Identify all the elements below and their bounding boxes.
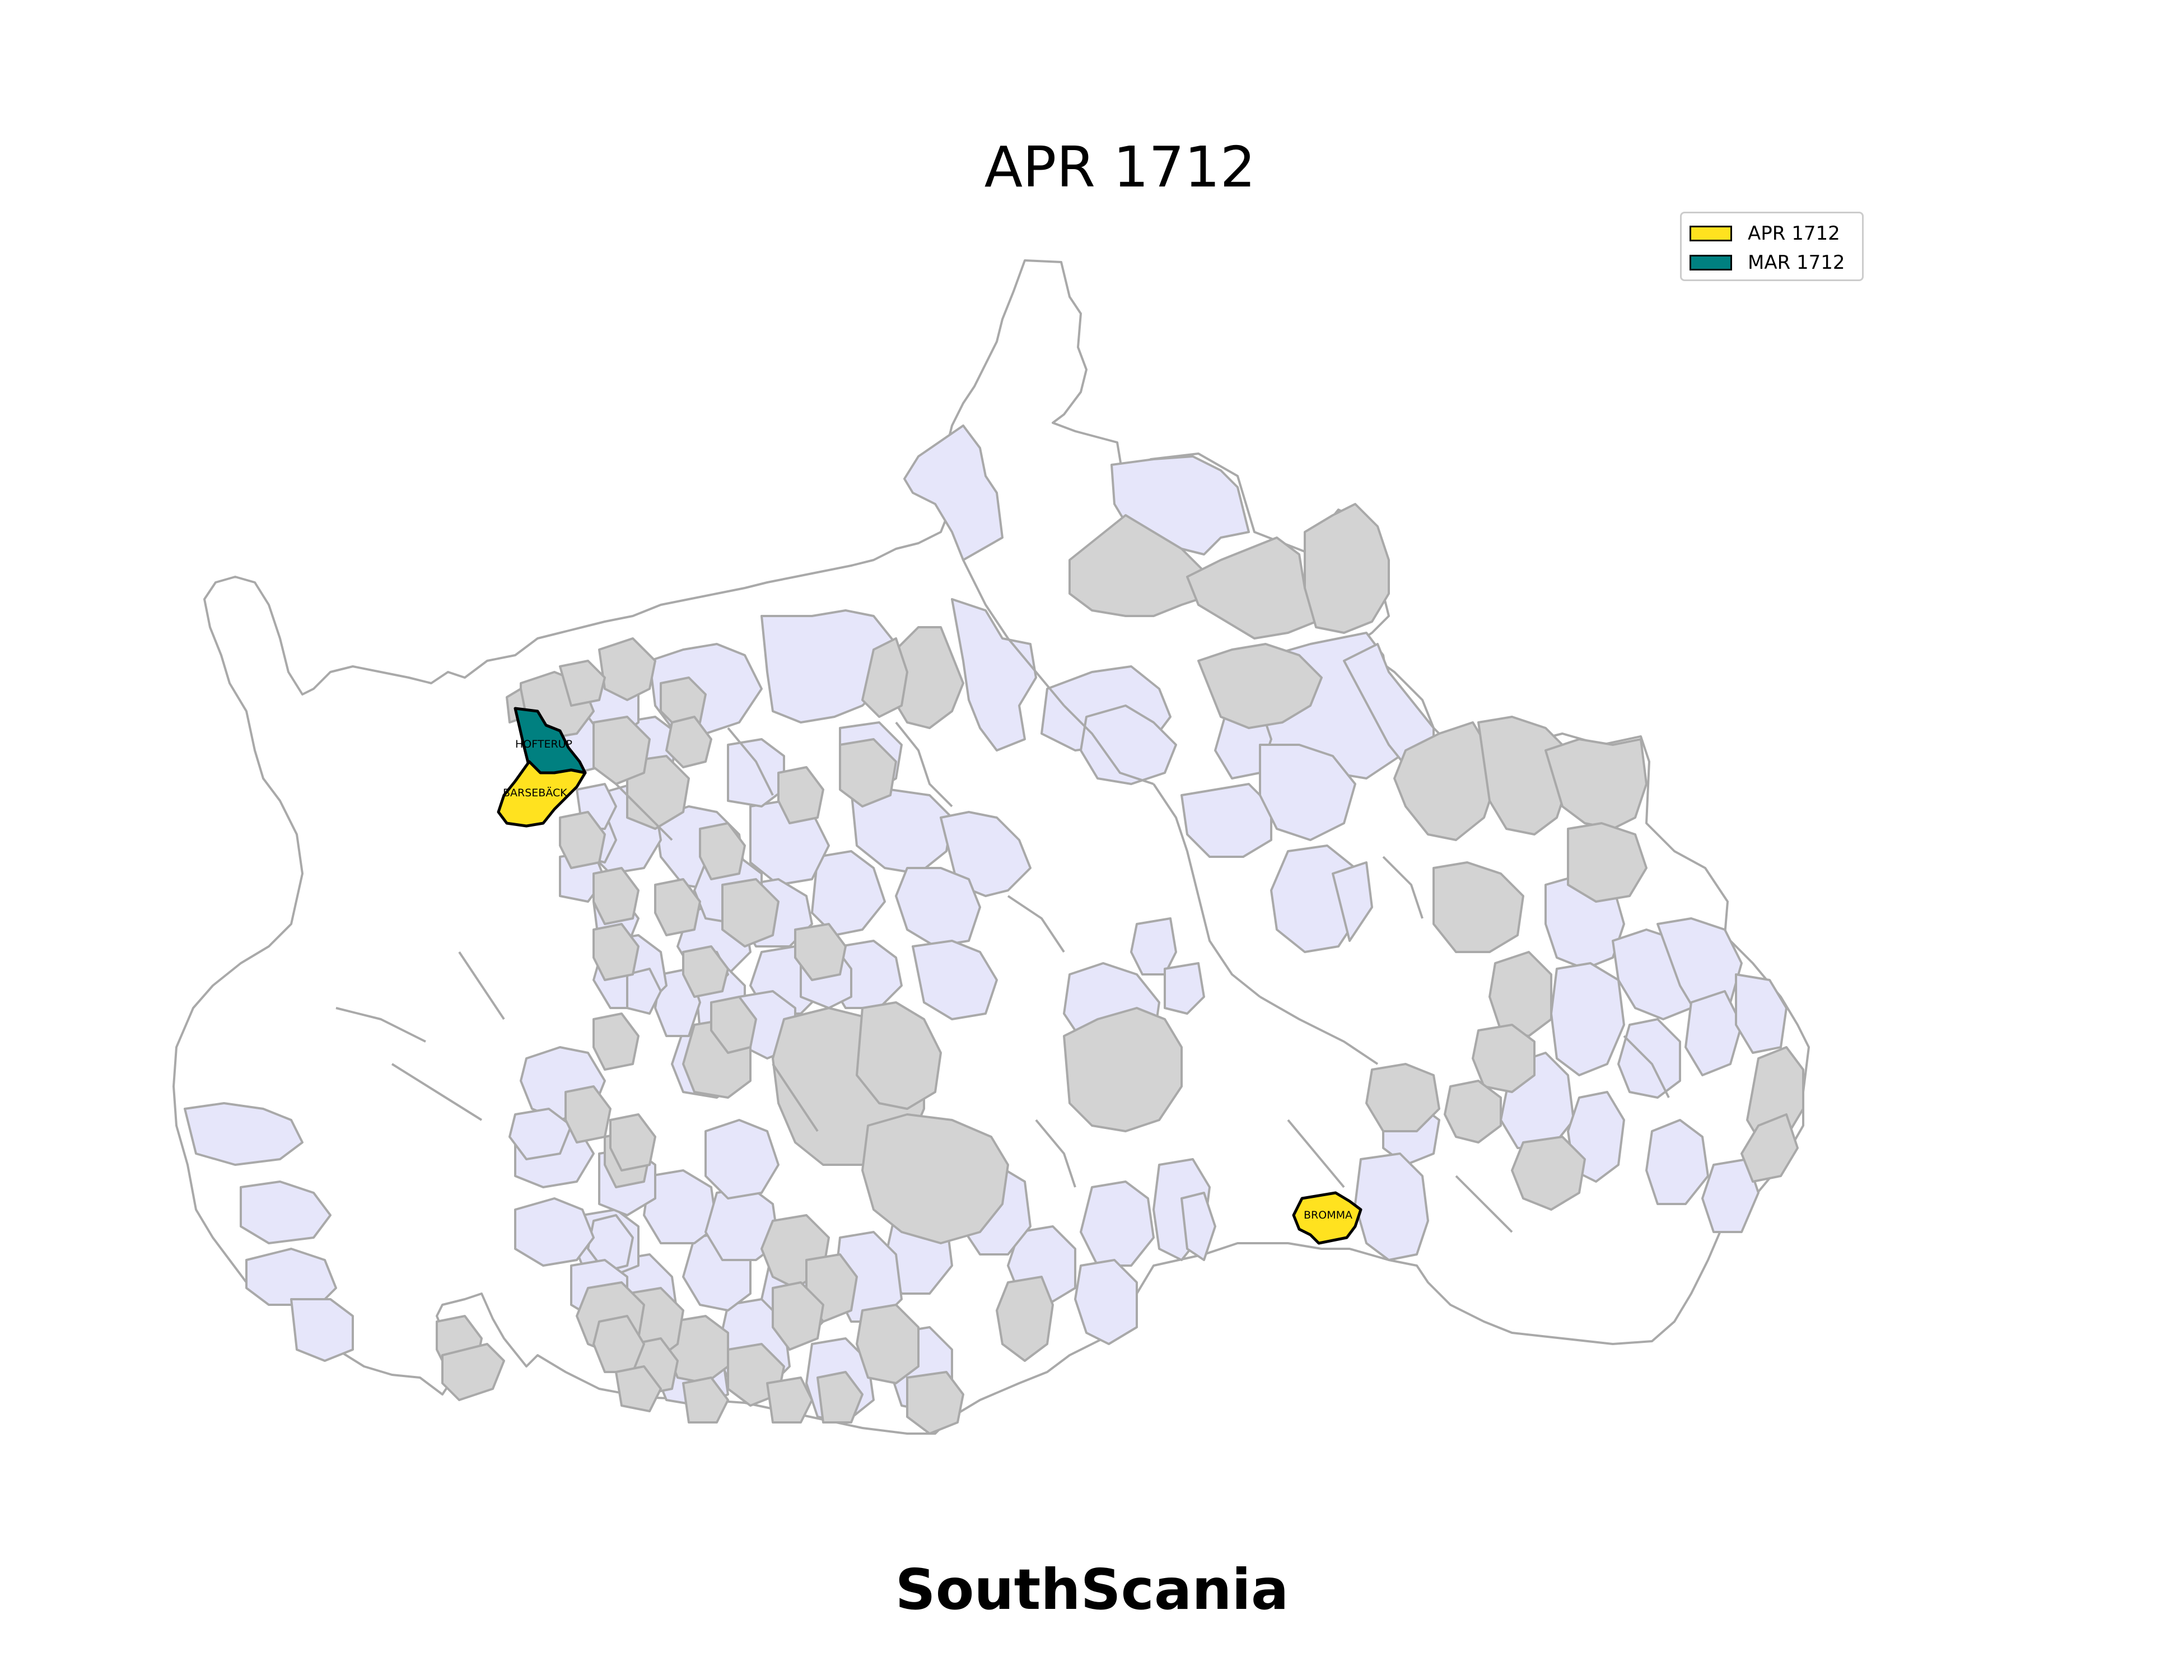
legend-label-mar: MAR 1712 bbox=[1748, 251, 1845, 274]
map-footer: SouthScania bbox=[895, 1557, 1289, 1622]
region-barsebaeck bbox=[497, 760, 587, 828]
legend-swatch-apr bbox=[1690, 226, 1732, 241]
legend-item-apr: APR 1712 bbox=[1690, 222, 1840, 245]
legend: APR 1712 MAR 1712 bbox=[1680, 212, 1864, 281]
map-regions bbox=[172, 259, 1810, 1435]
legend-swatch-mar bbox=[1690, 255, 1732, 270]
map-title: APR 1712 bbox=[984, 134, 1256, 200]
label-barsebaeck: BARSEBÄCK bbox=[503, 786, 567, 799]
highlighted-regions bbox=[497, 707, 1362, 1245]
region-bromma bbox=[1292, 1191, 1362, 1245]
region-labels: HOFTERUP BARSEBÄCK BROMMA bbox=[503, 738, 1352, 1221]
legend-item-mar: MAR 1712 bbox=[1690, 251, 1845, 274]
label-bromma: BROMMA bbox=[1304, 1209, 1352, 1221]
label-hofterup: HOFTERUP bbox=[515, 738, 572, 750]
legend-label-apr: APR 1712 bbox=[1748, 222, 1840, 245]
